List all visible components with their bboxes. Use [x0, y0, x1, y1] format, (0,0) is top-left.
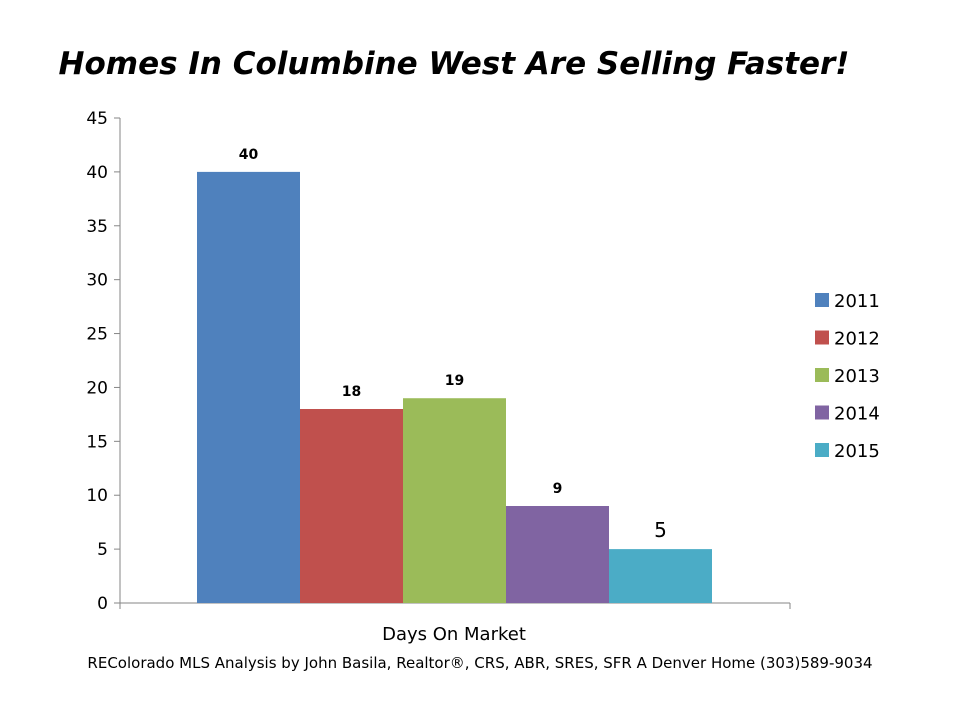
y-tick-label: 45 [86, 109, 108, 129]
x-axis-label: Days On Market [382, 624, 526, 645]
legend-swatch-2011 [815, 293, 829, 307]
y-tick-label: 20 [86, 378, 108, 398]
legend-swatch-2013 [815, 368, 829, 382]
data-label-2013: 19 [445, 373, 464, 389]
data-label-2012: 18 [342, 384, 361, 400]
chart-title: Homes In Columbine West Are Selling Fast… [58, 46, 850, 82]
legend-label-2014: 2014 [834, 404, 880, 425]
y-tick-label: 40 [86, 163, 108, 183]
bar-2015 [609, 549, 712, 603]
y-tick-label: 25 [86, 325, 108, 345]
footer-credit: REColorado MLS Analysis by John Basila, … [87, 654, 873, 672]
data-label-2014: 9 [553, 481, 563, 497]
y-tick-label: 0 [97, 594, 108, 614]
legend-swatch-2014 [815, 405, 829, 420]
y-tick-label: 30 [86, 271, 108, 291]
bar-2012 [300, 409, 403, 603]
y-tick-label: 15 [86, 432, 108, 452]
bar-2013 [403, 398, 506, 603]
chart-bars [197, 171, 712, 603]
bar-2014 [506, 506, 609, 603]
y-tick-label: 10 [86, 486, 108, 506]
legend-swatch-2015 [815, 443, 829, 457]
legend-label-2012: 2012 [834, 329, 880, 350]
y-tick-label: 35 [86, 217, 108, 237]
bar-2011 [197, 171, 300, 603]
chart-data-labels: 40 18 19 9 5 [239, 147, 667, 542]
legend-label-2011: 2011 [834, 291, 880, 312]
legend-swatch-2012 [815, 330, 829, 345]
chart-legend: 2011 2012 2013 2014 2015 [815, 291, 880, 462]
legend-label-2015: 2015 [834, 441, 880, 462]
data-label-2011: 40 [239, 147, 259, 163]
data-label-2015: 5 [654, 518, 667, 542]
y-tick-label: 5 [97, 540, 108, 560]
legend-label-2013: 2013 [834, 366, 880, 387]
